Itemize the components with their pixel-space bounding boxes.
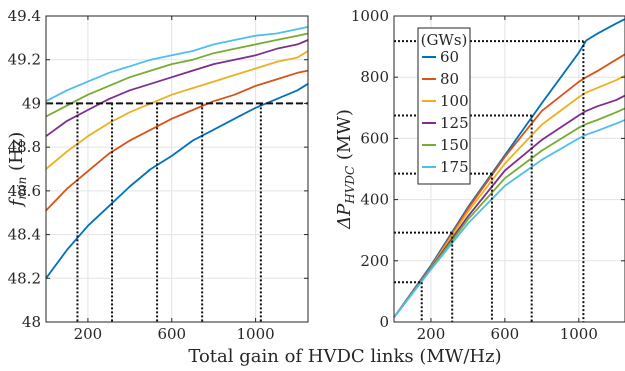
series-line-175 [393,119,625,318]
y-tick-label: 1000 [351,7,389,25]
axes-frame [393,15,625,323]
legend-label-80: 80 [440,70,459,88]
series-line-60 [45,83,309,279]
y-tick-label: 48.4 [8,226,41,244]
y-axis-label-sub: HVDC [343,166,357,205]
y-tick-label: 600 [360,129,389,147]
series-line-175 [45,26,309,102]
legend-title: (GWs) [421,31,468,49]
x-tick-label: 200 [417,325,446,343]
series-line-100 [393,74,625,318]
y-axis-label-sub: min [15,177,29,200]
legend: (GWs)60 80 100 125 150 175 [417,27,471,185]
legend-label-150: 150 [440,136,469,154]
y-tick-label: 48.2 [8,269,41,287]
x-tick-label: 200 [74,325,103,343]
series-line-150 [393,107,625,318]
x-tick-label: 600 [491,325,520,343]
x-tick-label: 1000 [237,325,275,343]
y-tick-label: 800 [360,68,389,86]
legend-label-100: 100 [440,92,469,110]
y-tick-label: 48.8 [8,138,41,156]
y-tick-label: 400 [360,191,389,209]
y-tick-label: 49.2 [8,51,41,69]
series-line-125 [45,39,309,137]
y-axis-label-unit: (Hz) [6,132,27,177]
y-axis-label-main: ΔP [334,203,355,230]
y-axis-label: ΔPHVDC (MW) [334,109,357,230]
y-tick-label: 0 [379,313,389,331]
series-line-80 [393,53,625,318]
chart-delta-p-hvdc: 200 600 1000 0 200 400 600 800 1000 ΔPHVDC (MW) (G… [334,7,625,343]
legend-box [417,27,471,185]
series-line-80 [45,69,309,212]
legend-label-60: 60 [440,48,459,66]
x-tick-label: 600 [157,325,186,343]
legend-label-175: 175 [440,158,469,176]
y-tick-label: 200 [360,252,389,270]
y-tick-label: 48.6 [8,182,41,200]
series-line-100 [45,50,309,170]
axes-frame [45,15,309,323]
y-tick-label: 48 [22,313,41,331]
legend-label-125: 125 [440,114,469,132]
y-tick-label: 49 [22,94,41,112]
chart-fmin: 200 600 10004848.248.448.648.84949.249.4fm… [6,7,309,343]
series-line-150 [45,32,309,118]
y-axis-label-unit: (MW) [334,109,355,166]
x-axis-label: Total gain of HVDC links (MW/Hz) [188,346,501,367]
x-tick-label: 1000 [560,325,598,343]
series-line-125 [393,94,625,318]
y-tick-label: 49.4 [8,7,41,25]
